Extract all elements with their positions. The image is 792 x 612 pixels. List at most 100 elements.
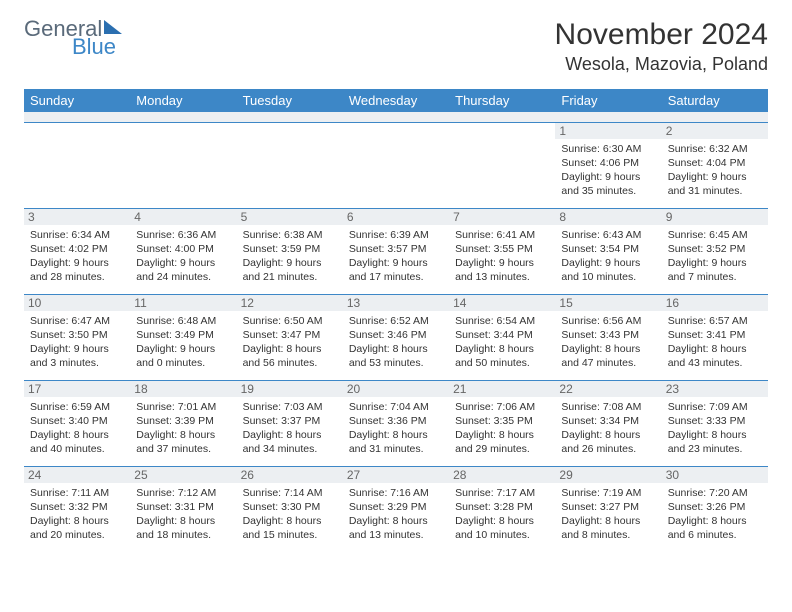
day-cell: 11Sunrise: 6:48 AMSunset: 3:49 PMDayligh…	[130, 294, 236, 380]
sunrise-text: Sunrise: 7:16 AM	[349, 486, 443, 500]
col-wednesday: Wednesday	[343, 89, 449, 112]
sunrise-text: Sunrise: 6:38 AM	[243, 228, 337, 242]
day-info: Sunrise: 6:56 AMSunset: 3:43 PMDaylight:…	[561, 314, 655, 371]
daylight-text: Daylight: 8 hours and 8 minutes.	[561, 514, 655, 542]
sunrise-text: Sunrise: 7:19 AM	[561, 486, 655, 500]
day-number: 1	[555, 123, 661, 139]
daylight-text: Daylight: 9 hours and 3 minutes.	[30, 342, 124, 370]
day-info: Sunrise: 6:45 AMSunset: 3:52 PMDaylight:…	[668, 228, 762, 285]
empty-cell	[237, 122, 343, 208]
day-number: 29	[555, 467, 661, 483]
day-cell: 24Sunrise: 7:11 AMSunset: 3:32 PMDayligh…	[24, 466, 130, 552]
sunset-text: Sunset: 3:47 PM	[243, 328, 337, 342]
page-header: General Blue November 2024 Wesola, Mazov…	[24, 18, 768, 75]
day-cell: 29 Sunrise: 7:19 AMSunset: 3:27 PMDayligh…	[555, 466, 661, 552]
day-number: 10	[24, 295, 130, 311]
day-number: 3	[24, 209, 130, 225]
daylight-text: Daylight: 8 hours and 10 minutes.	[455, 514, 549, 542]
col-sunday: Sunday	[24, 89, 130, 112]
day-cell: 27Sunrise: 7:16 AMSunset: 3:29 PMDayligh…	[343, 466, 449, 552]
day-cell: 7 Sunrise: 6:41 AMSunset: 3:55 PMDaylight…	[449, 208, 555, 294]
daylight-text: Daylight: 8 hours and 43 minutes.	[668, 342, 762, 370]
sunset-text: Sunset: 3:54 PM	[561, 242, 655, 256]
sunset-text: Sunset: 4:04 PM	[668, 156, 762, 170]
day-number: 21	[449, 381, 555, 397]
day-number: 12	[237, 295, 343, 311]
sunrise-text: Sunrise: 7:03 AM	[243, 400, 337, 414]
daylight-text: Daylight: 9 hours and 31 minutes.	[668, 170, 762, 198]
daylight-text: Daylight: 9 hours and 24 minutes.	[136, 256, 230, 284]
col-thursday: Thursday	[449, 89, 555, 112]
day-info: Sunrise: 6:30 AMSunset: 4:06 PMDaylight:…	[561, 142, 655, 199]
day-number: 28	[449, 467, 555, 483]
day-cell: 20 Sunrise: 7:04 AMSunset: 3:36 PMDayligh…	[343, 380, 449, 466]
day-cell: 18Sunrise: 7:01 AMSunset: 3:39 PMDayligh…	[130, 380, 236, 466]
day-number: 8	[555, 209, 661, 225]
day-cell: 2 Sunrise: 6:32 AMSunset: 4:04 PMDaylight…	[662, 122, 768, 208]
daylight-text: Daylight: 8 hours and 47 minutes.	[561, 342, 655, 370]
sunset-text: Sunset: 3:43 PM	[561, 328, 655, 342]
empty-cell	[24, 122, 130, 208]
day-number: 30	[662, 467, 768, 483]
logo-triangle-icon	[104, 20, 122, 34]
day-cell: 21Sunrise: 7:06 AMSunset: 3:35 PMDayligh…	[449, 380, 555, 466]
day-number: 5	[237, 209, 343, 225]
sunset-text: Sunset: 3:41 PM	[668, 328, 762, 342]
sunrise-text: Sunrise: 6:45 AM	[668, 228, 762, 242]
sunset-text: Sunset: 3:36 PM	[349, 414, 443, 428]
day-info: Sunrise: 7:09 AMSunset: 3:33 PMDaylight:…	[668, 400, 762, 457]
sunrise-text: Sunrise: 6:36 AM	[136, 228, 230, 242]
day-info: Sunrise: 6:41 AMSunset: 3:55 PMDaylight:…	[455, 228, 549, 285]
daylight-text: Daylight: 8 hours and 50 minutes.	[455, 342, 549, 370]
day-number: 19	[237, 381, 343, 397]
day-cell: 16Sunrise: 6:57 AMSunset: 3:41 PMDayligh…	[662, 294, 768, 380]
sunset-text: Sunset: 3:50 PM	[30, 328, 124, 342]
empty-cell	[449, 122, 555, 208]
sunset-text: Sunset: 3:32 PM	[30, 500, 124, 514]
col-tuesday: Tuesday	[237, 89, 343, 112]
calendar-page: General Blue November 2024 Wesola, Mazov…	[0, 0, 792, 570]
sunrise-text: Sunrise: 6:43 AM	[561, 228, 655, 242]
day-info: Sunrise: 7:01 AMSunset: 3:39 PMDaylight:…	[136, 400, 230, 457]
day-info: Sunrise: 7:04 AMSunset: 3:36 PMDaylight:…	[349, 400, 443, 457]
week-row: 17Sunrise: 6:59 AMSunset: 3:40 PMDayligh…	[24, 380, 768, 466]
sunset-text: Sunset: 4:00 PM	[136, 242, 230, 256]
day-info: Sunrise: 6:43 AMSunset: 3:54 PMDaylight:…	[561, 228, 655, 285]
day-info: Sunrise: 7:08 AMSunset: 3:34 PMDaylight:…	[561, 400, 655, 457]
sunrise-text: Sunrise: 6:59 AM	[30, 400, 124, 414]
day-cell: 9Sunrise: 6:45 AMSunset: 3:52 PMDaylight…	[662, 208, 768, 294]
daylight-text: Daylight: 9 hours and 13 minutes.	[455, 256, 549, 284]
daylight-text: Daylight: 9 hours and 10 minutes.	[561, 256, 655, 284]
day-cell: 28Sunrise: 7:17 AMSunset: 3:28 PMDayligh…	[449, 466, 555, 552]
col-saturday: Saturday	[662, 89, 768, 112]
sunset-text: Sunset: 4:02 PM	[30, 242, 124, 256]
daylight-text: Daylight: 9 hours and 7 minutes.	[668, 256, 762, 284]
day-cell: 25Sunrise: 7:12 AMSunset: 3:31 PMDayligh…	[130, 466, 236, 552]
day-number: 2	[662, 123, 768, 139]
week-row: 24Sunrise: 7:11 AMSunset: 3:32 PMDayligh…	[24, 466, 768, 552]
daylight-text: Daylight: 8 hours and 56 minutes.	[243, 342, 337, 370]
sunset-text: Sunset: 3:28 PM	[455, 500, 549, 514]
day-info: Sunrise: 6:39 AMSunset: 3:57 PMDaylight:…	[349, 228, 443, 285]
day-number: 26	[237, 467, 343, 483]
sunrise-text: Sunrise: 6:48 AM	[136, 314, 230, 328]
sunset-text: Sunset: 3:34 PM	[561, 414, 655, 428]
day-cell: 15Sunrise: 6:56 AMSunset: 3:43 PMDayligh…	[555, 294, 661, 380]
sunrise-text: Sunrise: 7:06 AM	[455, 400, 549, 414]
daylight-text: Daylight: 9 hours and 28 minutes.	[30, 256, 124, 284]
sunset-text: Sunset: 3:27 PM	[561, 500, 655, 514]
day-info: Sunrise: 7:14 AMSunset: 3:30 PMDaylight:…	[243, 486, 337, 543]
day-cell: 12Sunrise: 6:50 AMSunset: 3:47 PMDayligh…	[237, 294, 343, 380]
day-info: Sunrise: 7:16 AMSunset: 3:29 PMDaylight:…	[349, 486, 443, 543]
sunrise-text: Sunrise: 6:32 AM	[668, 142, 762, 156]
day-number: 7	[449, 209, 555, 225]
day-info: Sunrise: 6:38 AMSunset: 3:59 PMDaylight:…	[243, 228, 337, 285]
day-cell: 17Sunrise: 6:59 AMSunset: 3:40 PMDayligh…	[24, 380, 130, 466]
day-info: Sunrise: 6:48 AMSunset: 3:49 PMDaylight:…	[136, 314, 230, 371]
sunrise-text: Sunrise: 6:57 AM	[668, 314, 762, 328]
sunset-text: Sunset: 3:33 PM	[668, 414, 762, 428]
col-friday: Friday	[555, 89, 661, 112]
sunrise-text: Sunrise: 6:34 AM	[30, 228, 124, 242]
day-number: 20	[343, 381, 449, 397]
day-number: 23	[662, 381, 768, 397]
